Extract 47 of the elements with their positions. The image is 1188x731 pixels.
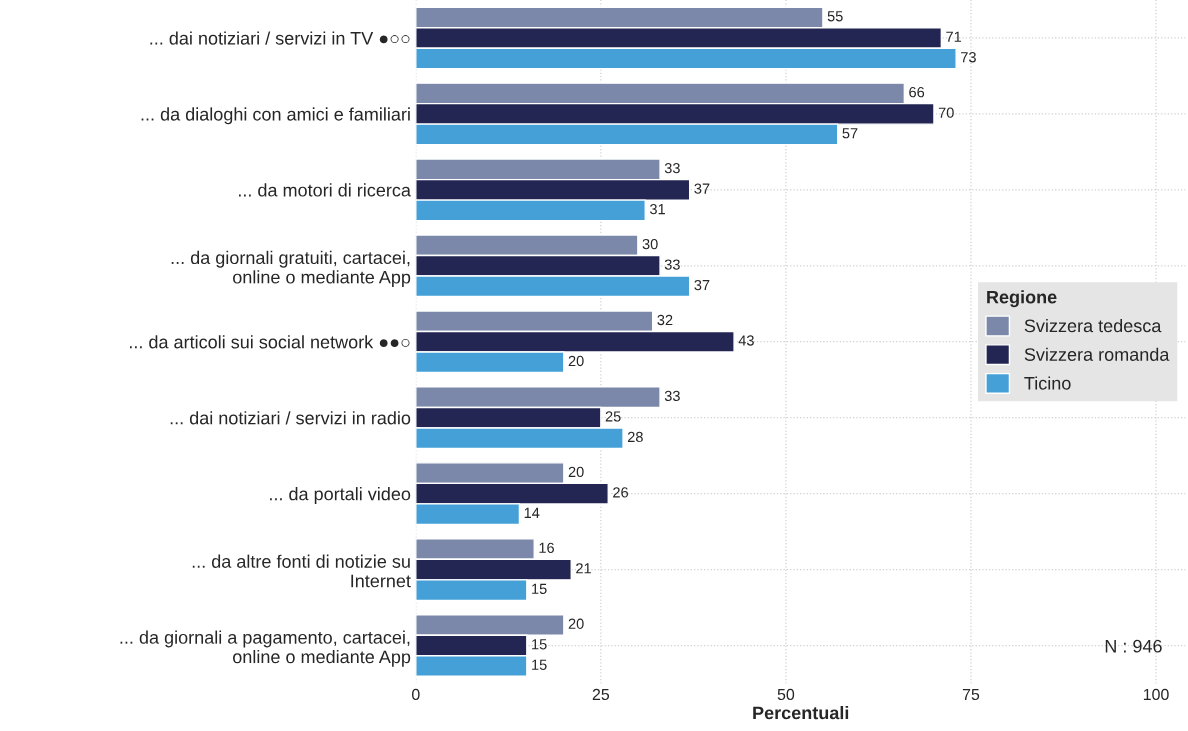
- y-tick-label: ... da dialoghi con amici e familiari: [141, 107, 410, 125]
- data-label: 71: [946, 31, 962, 42]
- legend-label: Svizzera romanda: [1024, 347, 1170, 361]
- y-tick-label: ... dai notiziari / servizi in radio: [170, 411, 411, 425]
- data-label: 15: [532, 583, 547, 594]
- data-label: 31: [649, 203, 665, 215]
- y-tick-label: ... da articoli sui social network ●●○: [130, 335, 410, 349]
- data-label: 26: [613, 487, 628, 498]
- data-label: 33: [664, 162, 680, 174]
- y-tick-label: ... dai notiziari / servizi in TV ●○○: [150, 31, 410, 45]
- data-label: 43: [738, 335, 754, 346]
- y-tick-label: ... da portali video: [270, 487, 411, 504]
- data-label: 14: [524, 507, 540, 518]
- data-label: 57: [842, 128, 858, 139]
- data-label: 70: [938, 107, 954, 118]
- y-tick-label: ... da giornali gratuiti, cartacei, online o mediante App: [171, 250, 411, 288]
- data-label: 28: [627, 431, 643, 443]
- data-label: 21: [576, 563, 591, 574]
- x-tick-label: 50: [777, 688, 795, 701]
- data-label: 66: [909, 87, 925, 98]
- data-label: 55: [827, 11, 843, 22]
- data-label: 15: [532, 659, 547, 670]
- data-label: 16: [539, 542, 554, 553]
- data-label: 30: [642, 238, 658, 250]
- data-label: 20: [568, 466, 584, 478]
- annotation: N : 946: [1105, 639, 1162, 653]
- legend-label: Ticino: [1024, 376, 1071, 390]
- data-label: 33: [664, 390, 680, 402]
- data-label: 32: [657, 314, 673, 326]
- data-label: 37: [694, 183, 710, 194]
- y-tick-label: ... da motori di ricerca: [239, 183, 411, 197]
- data-label: 20: [568, 355, 584, 367]
- legend-title: Regione: [987, 290, 1057, 308]
- legend-label: Svizzera tedesca: [1024, 318, 1162, 333]
- x-tick-label: 75: [962, 688, 980, 701]
- x-axis-title: Percentuali: [753, 706, 849, 720]
- x-tick-label: 25: [592, 688, 610, 701]
- x-tick-label: 100: [1143, 688, 1169, 701]
- data-label: 33: [664, 259, 680, 270]
- data-label: 20: [568, 618, 584, 629]
- data-label: 15: [532, 639, 547, 650]
- data-label: 73: [961, 52, 976, 63]
- x-tick-label: 0: [411, 688, 420, 701]
- data-label: 37: [694, 279, 710, 291]
- data-label: 25: [605, 411, 621, 422]
- y-tick-label: ... da giornali a pagamento, cartacei, online o mediante App: [120, 630, 411, 667]
- y-tick-label: ... da altre fonti di notizie su Internet: [192, 554, 411, 588]
